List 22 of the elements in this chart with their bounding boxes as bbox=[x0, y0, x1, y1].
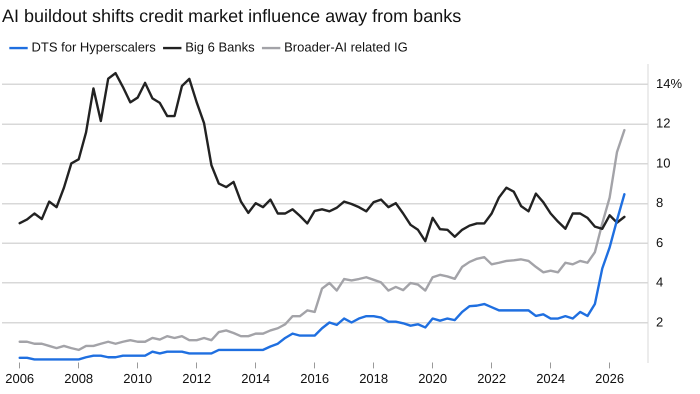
x-tick-label: 2014 bbox=[241, 370, 270, 386]
y-tick-label: 12 bbox=[656, 116, 670, 131]
x-tick-label: 2026 bbox=[595, 370, 624, 386]
y-tick-label: 6 bbox=[656, 234, 664, 250]
x-tick-label: 2010 bbox=[123, 370, 152, 386]
x-tick-label: 2022 bbox=[477, 370, 506, 386]
x-tick-label: 2006 bbox=[5, 370, 34, 386]
y-tick-label: 2 bbox=[656, 314, 664, 330]
legend-label: Broader-AI related IG bbox=[284, 40, 408, 55]
x-tick-label: 2012 bbox=[182, 370, 212, 386]
y-tick-label: 10 bbox=[656, 155, 670, 170]
y-tick-label: 8 bbox=[656, 195, 664, 210]
legend-label: Big 6 Banks bbox=[185, 40, 256, 55]
chart-title: AI buildout shifts credit market influence away from banks bbox=[2, 6, 462, 26]
x-tick-label: 2020 bbox=[418, 370, 448, 386]
x-tick-label: 2024 bbox=[536, 370, 566, 386]
y-tick-label: 4 bbox=[656, 274, 664, 290]
legend-label: DTS for Hyperscalers bbox=[32, 40, 156, 55]
x-tick-label: 2016 bbox=[300, 370, 330, 386]
x-tick-label: 2008 bbox=[64, 370, 94, 386]
x-tick-label: 2018 bbox=[359, 370, 388, 386]
y-tick-label: 14% bbox=[656, 76, 682, 92]
